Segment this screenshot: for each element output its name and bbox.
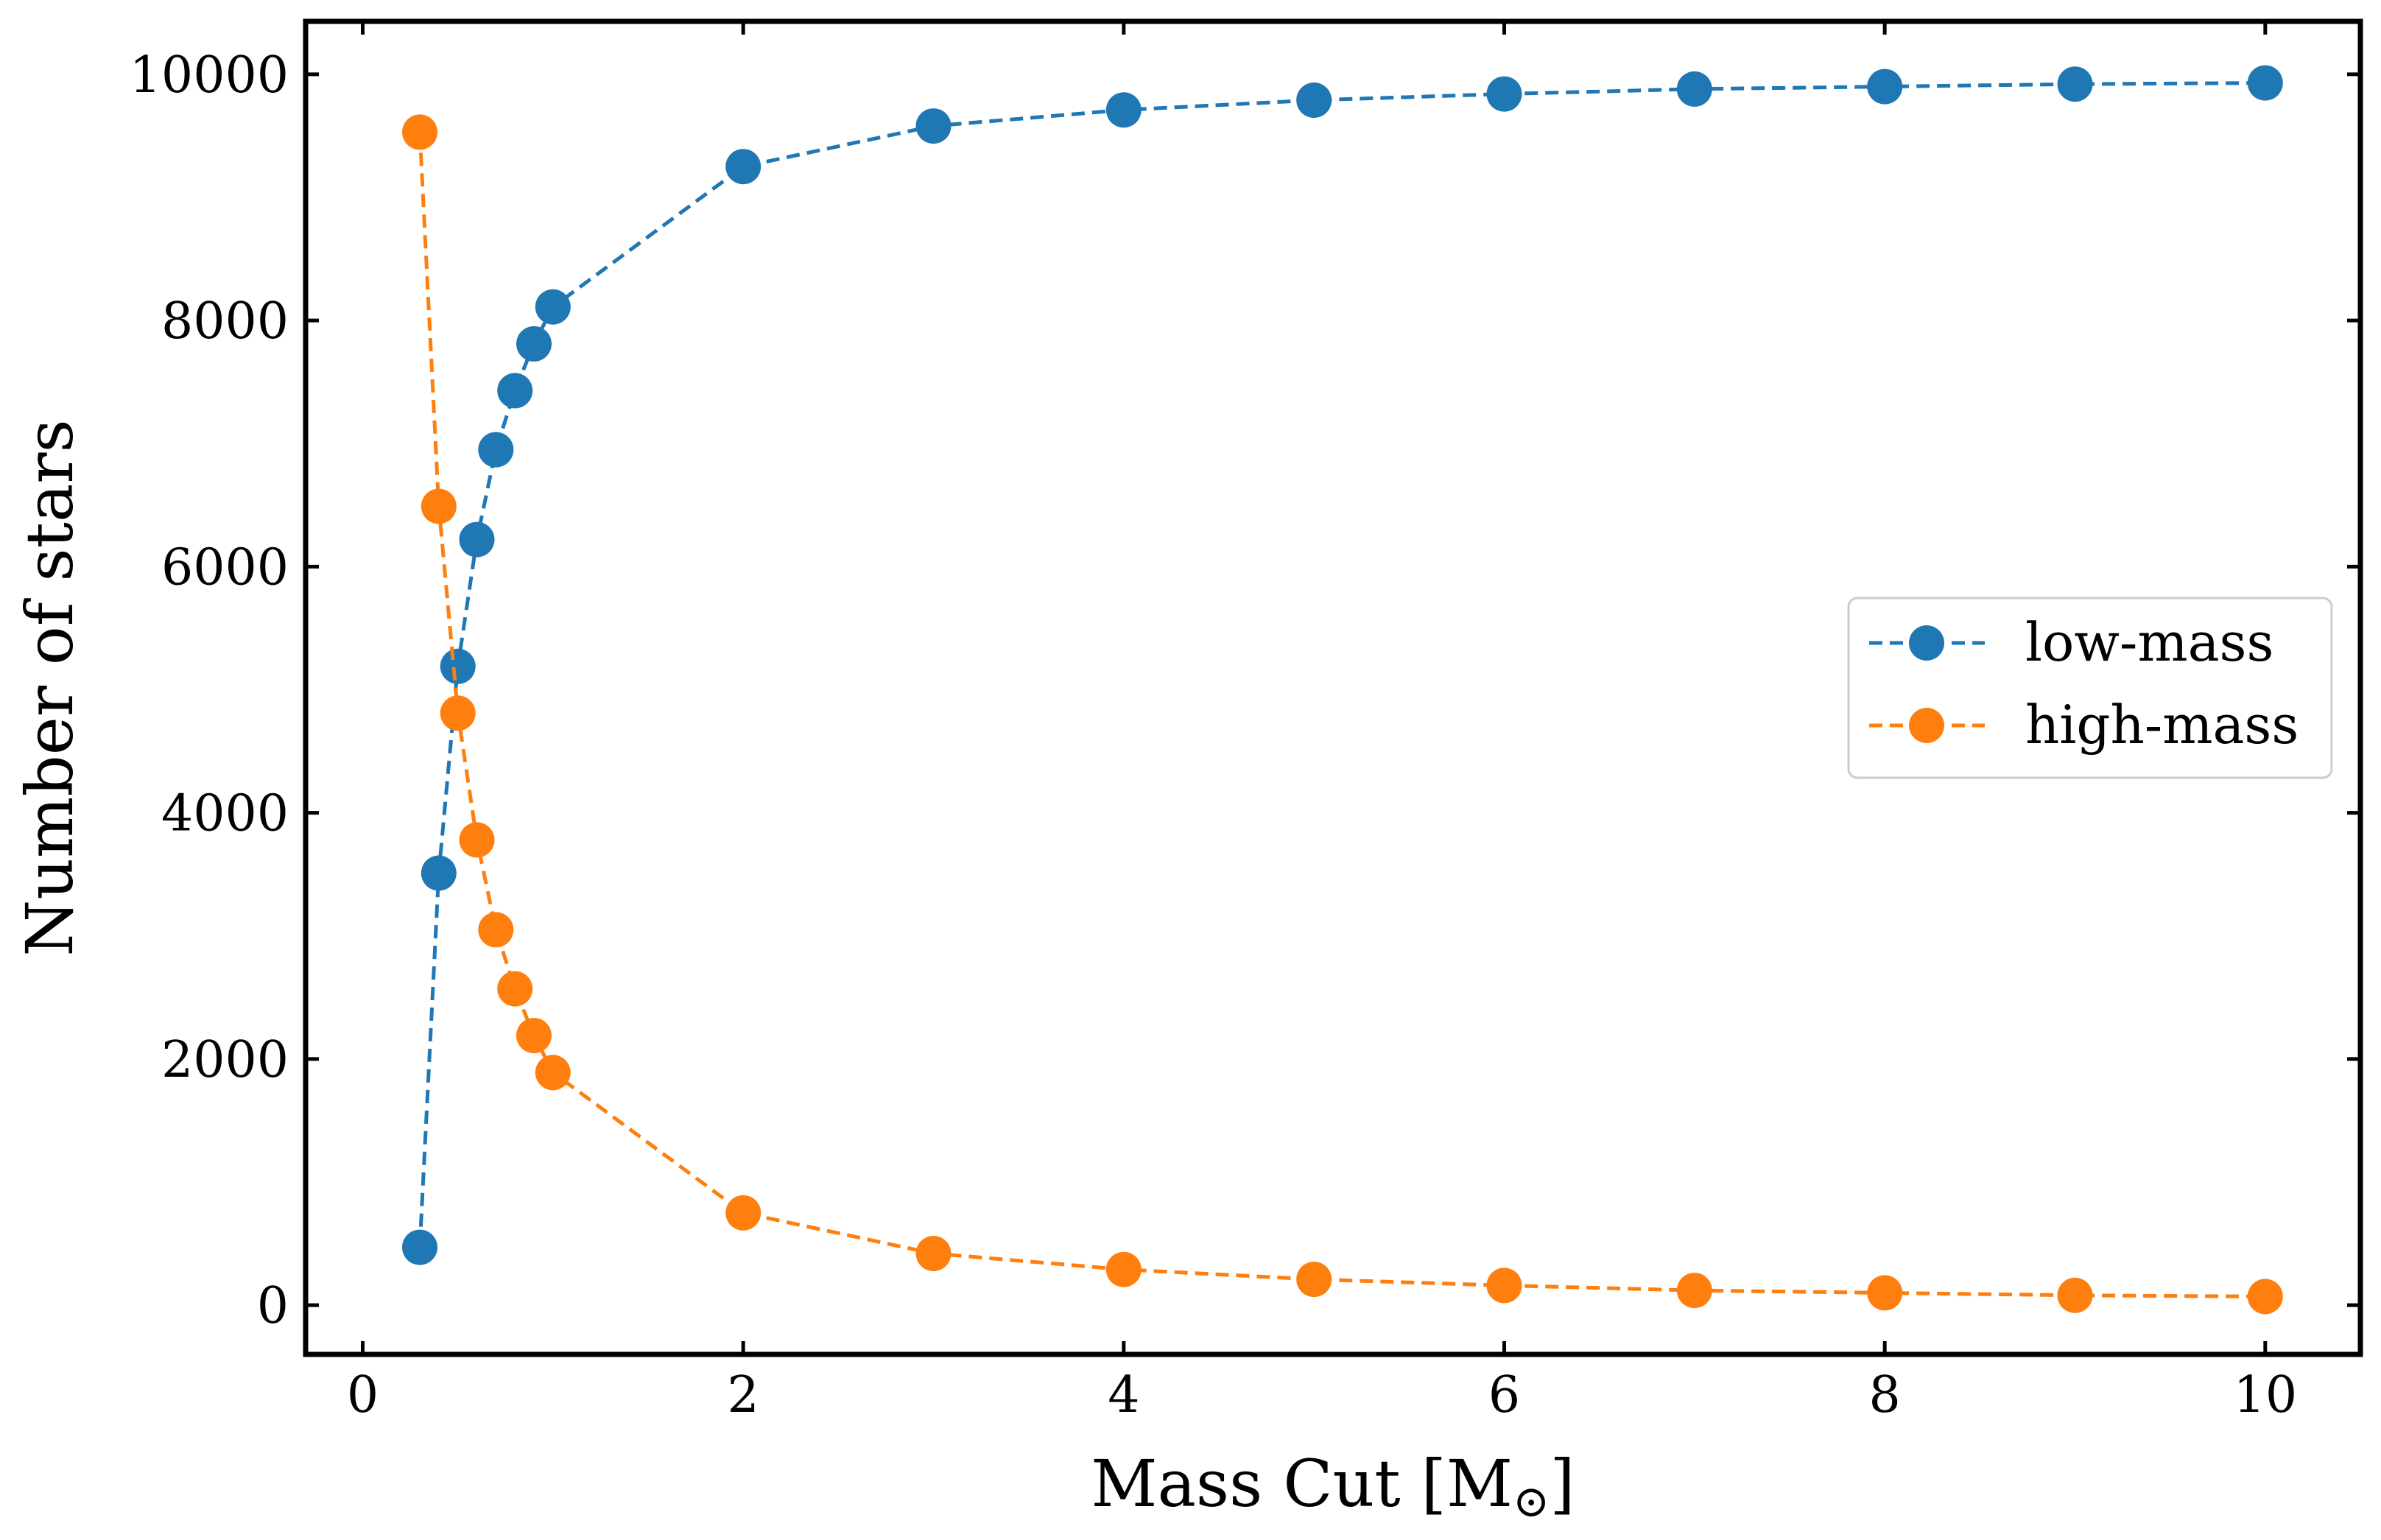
legend-marker-low-mass — [1909, 625, 1944, 661]
tick-layer: 0 2 4 6 8 10 0 2000 4000 6000 8000 10000 — [130, 21, 2360, 1424]
data-point-low-mass — [915, 108, 952, 144]
data-point-low-mass — [2057, 66, 2093, 102]
data-point-high-mass — [2247, 1279, 2283, 1315]
data-point-high-mass — [516, 1018, 552, 1054]
data-point-low-mass — [2247, 65, 2283, 101]
data-point-high-mass — [535, 1055, 571, 1091]
y-tick-label: 2000 — [161, 1031, 289, 1089]
data-point-low-mass — [535, 289, 571, 325]
legend-marker-high-mass — [1909, 708, 1944, 743]
x-tick-label: 8 — [1869, 1366, 1901, 1424]
data-point-low-mass — [459, 521, 495, 558]
data-point-low-mass — [725, 149, 762, 185]
data-point-high-mass — [1105, 1251, 1142, 1287]
data-point-high-mass — [421, 488, 457, 524]
data-point-low-mass — [402, 1229, 437, 1265]
series-line-low-mass — [418, 81, 2265, 1248]
data-point-low-mass — [516, 326, 552, 362]
data-point-low-mass — [1486, 76, 1522, 112]
data-point-low-mass — [440, 648, 476, 684]
y-tick-label: 4000 — [161, 785, 289, 843]
data-point-low-mass — [497, 373, 533, 409]
data-point-high-mass — [1296, 1262, 1332, 1298]
legend: low-mass high-mass — [1847, 597, 2333, 779]
data-point-low-mass — [1105, 92, 1142, 128]
y-tick-label: 6000 — [161, 538, 289, 597]
data-point-high-mass — [459, 822, 495, 858]
data-point-high-mass — [915, 1236, 952, 1271]
y-tick-label: 10000 — [130, 46, 289, 105]
data-point-high-mass — [1486, 1267, 1522, 1304]
y-tick-label: 8000 — [161, 292, 289, 351]
legend-label-low-mass: low-mass — [2025, 611, 2273, 673]
data-point-high-mass — [478, 912, 514, 948]
x-tick-label: 0 — [347, 1366, 379, 1424]
data-point-high-mass — [725, 1195, 762, 1231]
data-point-high-mass — [1676, 1273, 1712, 1309]
legend-label-high-mass: high-mass — [2025, 694, 2299, 756]
x-tick-label: 10 — [2234, 1366, 2298, 1424]
legend-item-low-mass: low-mass — [1869, 611, 2273, 673]
data-point-low-mass — [421, 855, 457, 891]
y-tick-label: 0 — [257, 1277, 289, 1335]
y-axis-label: Number of stars — [12, 419, 88, 956]
data-point-low-mass — [1296, 82, 1332, 118]
x-axis-label: Mass Cut [M⊙] — [1091, 1446, 1575, 1527]
data-point-low-mass — [1867, 68, 1903, 105]
data-point-low-mass — [478, 432, 514, 468]
x-axis-label-close: ] — [1550, 1446, 1575, 1522]
legend-item-high-mass: high-mass — [1869, 694, 2299, 756]
x-tick-label: 4 — [1108, 1366, 1139, 1424]
x-tick-label: 2 — [728, 1366, 759, 1424]
solar-symbol: ⊙ — [1513, 1476, 1550, 1527]
x-tick-label: 6 — [1488, 1366, 1520, 1424]
data-point-high-mass — [402, 114, 437, 150]
x-axis-label-main: Mass Cut [M — [1091, 1446, 1513, 1522]
data-point-high-mass — [497, 971, 533, 1007]
data-point-low-mass — [1676, 71, 1712, 107]
plot-frame — [303, 18, 2363, 1357]
series-layer — [402, 65, 2283, 1315]
series-line-high-mass — [418, 132, 2265, 1298]
data-point-high-mass — [440, 695, 476, 731]
data-point-high-mass — [1867, 1275, 1903, 1311]
data-point-high-mass — [2057, 1277, 2093, 1313]
legend-box — [1847, 597, 2333, 779]
